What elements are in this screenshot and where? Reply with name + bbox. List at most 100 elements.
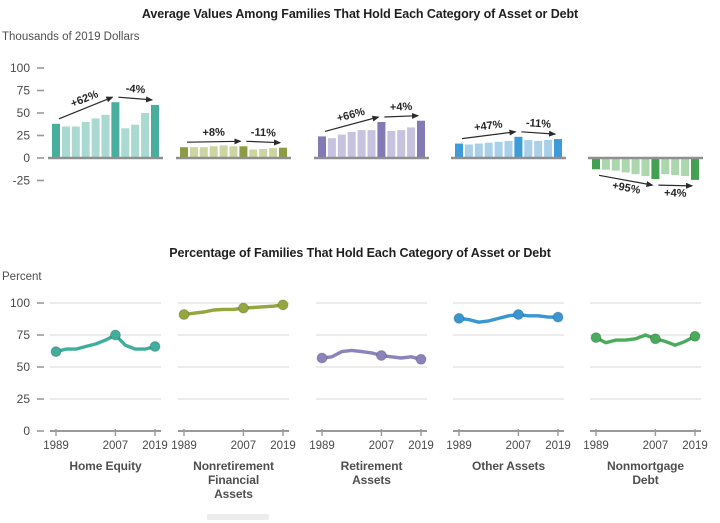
bar: [514, 136, 523, 158]
annotation-label: -11%: [525, 117, 551, 131]
x-tick-label: 2019: [270, 440, 296, 452]
bar: [180, 147, 188, 158]
trend-arrow: [384, 112, 420, 119]
bar: [337, 134, 346, 158]
category-label: Home Equity: [69, 459, 142, 473]
bar: [357, 130, 366, 158]
annotation-label: +8%: [202, 127, 225, 139]
x-tick-label: 1989: [309, 440, 335, 452]
trend-arrow: [186, 138, 242, 145]
bar: [554, 139, 562, 158]
bar: [189, 147, 198, 158]
bar: [661, 158, 670, 175]
bar: [417, 120, 425, 159]
bar: [631, 158, 640, 175]
bar: [641, 158, 650, 176]
line-group: 1989 2007 2019: [43, 302, 168, 452]
data-line: [457, 312, 560, 324]
y-tick-label: 0: [23, 424, 30, 438]
data-line: [320, 348, 423, 362]
x-tick-label: 2007: [231, 440, 257, 452]
trend-arrow: [246, 139, 282, 146]
bar: [318, 136, 326, 158]
bar: [259, 149, 268, 158]
trend-arrow: [58, 96, 114, 120]
x-tick-label: 1989: [43, 440, 69, 452]
y-tick-label: 75: [17, 84, 31, 98]
bar: [504, 140, 513, 158]
bar: [397, 130, 406, 158]
data-point: [512, 309, 524, 320]
cropped-footer-artifact: [207, 514, 269, 520]
x-tick-label: 2007: [369, 440, 395, 452]
annotation-label: -4%: [125, 83, 146, 97]
category-label: Nonretirement Financial Assets: [193, 459, 274, 501]
y-tick-label: 100: [10, 296, 30, 310]
bar: [455, 143, 463, 158]
x-tick-label: 2019: [682, 440, 708, 452]
bar: [91, 118, 100, 158]
bar: [681, 158, 690, 176]
bar-chart-panel: 100 75 50 25 0 -25 +62% -4% +8% -11% +66% +4% +47% -1…: [10, 61, 703, 200]
data-line: [594, 333, 697, 347]
line-group: 1989 2007 2019: [171, 299, 296, 452]
y-tick-label: 100: [10, 61, 30, 75]
y-tick-label: 50: [17, 106, 31, 120]
bar-group: +8% -11%: [176, 127, 291, 160]
bar: [347, 131, 356, 158]
bar: [131, 124, 140, 158]
bar-group: +47% -11%: [451, 117, 566, 160]
category-label: Nonmortgage Debt: [607, 459, 684, 487]
x-tick-label: 1989: [171, 440, 197, 452]
y-tick-label: 25: [17, 129, 31, 143]
data-point: [453, 312, 465, 324]
bar: [229, 146, 238, 158]
x-tick-label: 1989: [446, 440, 472, 452]
bar: [691, 158, 699, 180]
bar: [81, 122, 90, 158]
data-point: [149, 341, 161, 352]
annotation-label: +95%: [611, 180, 641, 197]
trend-arrow: [118, 96, 154, 103]
bar: [71, 126, 80, 158]
bar-group: +95% +4%: [588, 156, 703, 200]
bar: [279, 147, 287, 158]
category-label: Other Assets: [471, 459, 546, 473]
bar: [101, 114, 110, 158]
bottom-chart-title: Percentage of Families That Hold Each Ca…: [169, 246, 551, 260]
category-labels-row: Home Equity Nonretirement Financial Asset…: [0, 459, 720, 509]
top-axis-unit-label: Thousands of 2019 Dollars: [2, 31, 140, 43]
bar: [121, 128, 130, 158]
bar: [407, 127, 416, 158]
x-tick-label: 2019: [408, 440, 434, 452]
x-tick-label: 2007: [506, 440, 532, 452]
data-point: [415, 353, 427, 365]
data-point: [50, 346, 62, 358]
annotation-label: +62%: [69, 88, 100, 110]
bar: [534, 140, 543, 158]
x-tick-label: 2007: [103, 440, 129, 452]
bar: [141, 113, 150, 158]
bar: [671, 158, 680, 176]
y-tick-label: 75: [17, 328, 31, 342]
bar: [611, 158, 620, 171]
y-tick-label: 25: [17, 392, 31, 406]
bottom-axis-unit-label: Percent: [2, 271, 42, 283]
trend-arrow: [658, 182, 694, 189]
bar: [327, 138, 336, 158]
data-point: [316, 352, 328, 364]
category-label: Retirement Assets: [340, 459, 403, 487]
bar: [544, 140, 553, 158]
bar: [601, 158, 610, 170]
trend-arrow: [324, 115, 380, 132]
trend-arrow: [598, 174, 654, 187]
bar: [592, 158, 600, 170]
x-tick-label: 2007: [643, 440, 669, 452]
data-point: [237, 302, 249, 314]
bar-group: +66% +4%: [314, 101, 429, 160]
bar: [387, 131, 396, 158]
line-group: 1989 2007 2019: [446, 302, 571, 452]
trend-arrow: [461, 129, 517, 140]
bar: [269, 148, 278, 158]
